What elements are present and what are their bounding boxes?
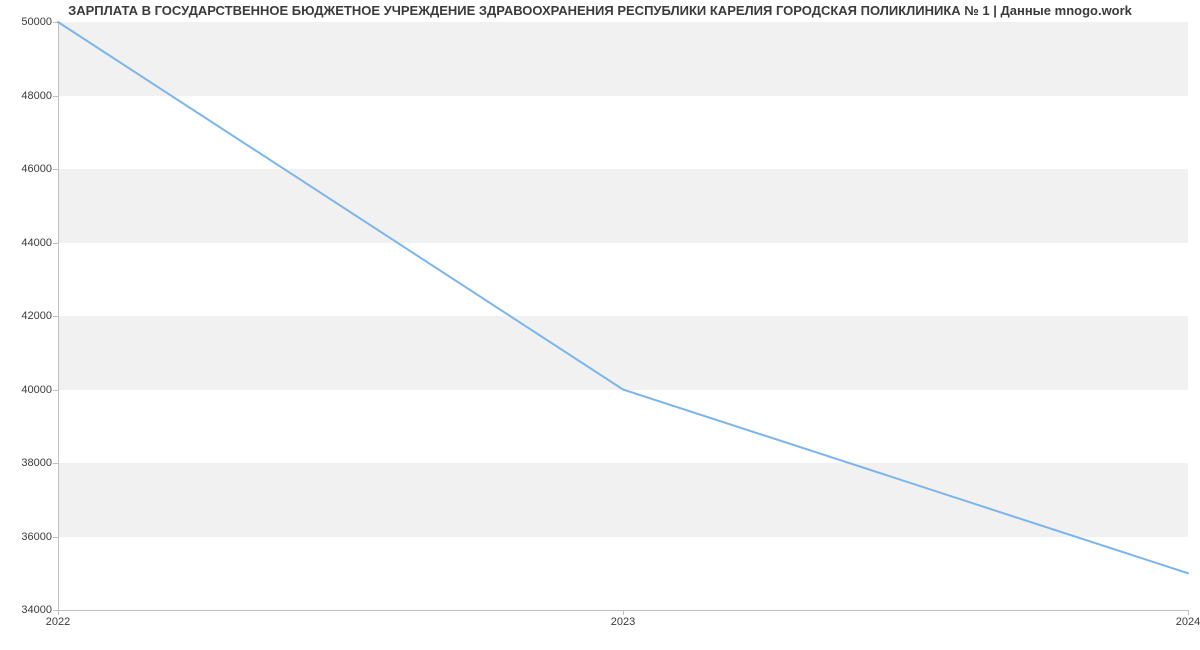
y-tick-label: 36000 bbox=[21, 531, 58, 543]
y-tick-label: 48000 bbox=[21, 90, 58, 102]
y-tick-label: 40000 bbox=[21, 384, 58, 396]
salary-line bbox=[58, 22, 1188, 573]
y-tick-label: 46000 bbox=[21, 163, 58, 175]
y-tick-label: 44000 bbox=[21, 237, 58, 249]
y-tick-label: 50000 bbox=[21, 16, 58, 28]
x-tick-label: 2024 bbox=[1176, 610, 1200, 628]
chart-container: ЗАРПЛАТА В ГОСУДАРСТВЕННОЕ БЮДЖЕТНОЕ УЧР… bbox=[0, 0, 1200, 650]
x-tick-label: 2022 bbox=[46, 610, 70, 628]
y-tick-label: 42000 bbox=[21, 310, 58, 322]
y-tick-label: 38000 bbox=[21, 457, 58, 469]
line-series bbox=[58, 22, 1188, 610]
chart-title: ЗАРПЛАТА В ГОСУДАРСТВЕННОЕ БЮДЖЕТНОЕ УЧР… bbox=[0, 3, 1200, 18]
x-tick-label: 2023 bbox=[611, 610, 635, 628]
plot-area: 3400036000380004000042000440004600048000… bbox=[58, 22, 1188, 610]
